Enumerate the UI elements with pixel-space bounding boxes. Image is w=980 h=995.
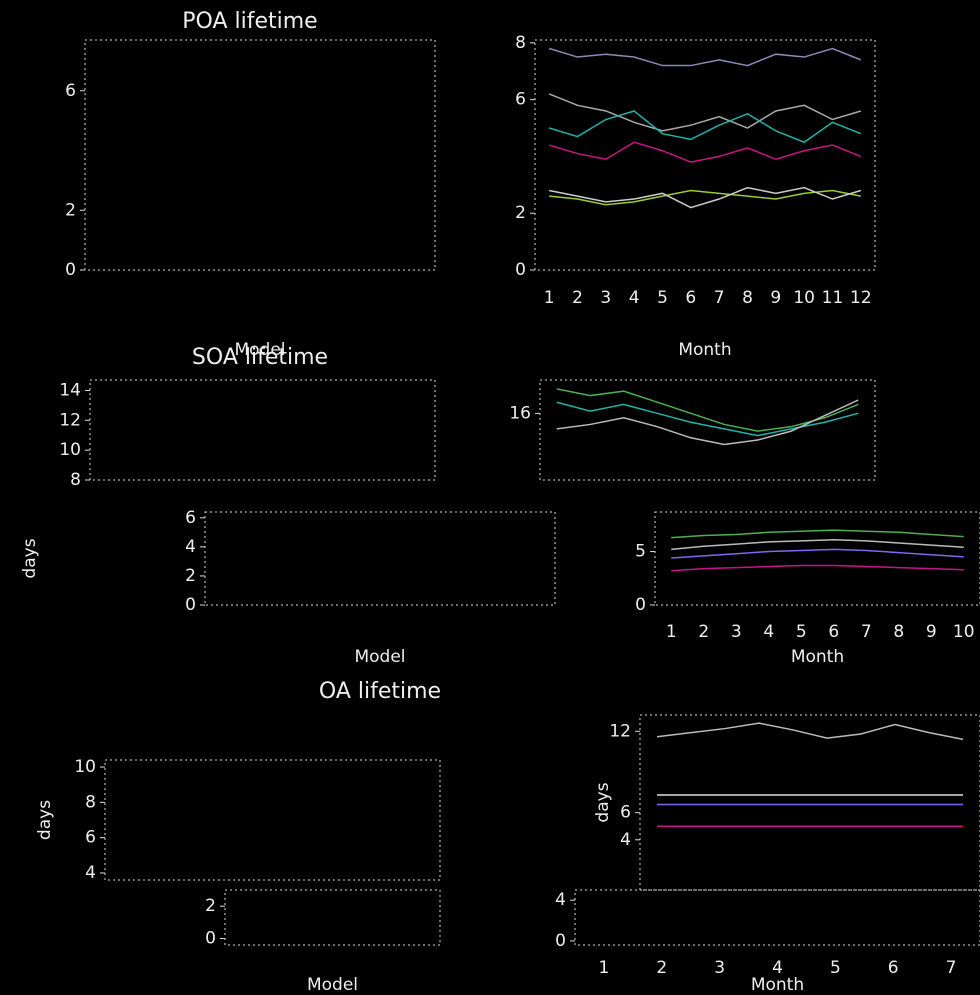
x-axis-label: Model xyxy=(234,340,285,360)
x-tick-label: 4 xyxy=(763,622,774,642)
y-tick-label: 2 xyxy=(185,566,196,586)
y-tick-label: 5 xyxy=(635,542,646,562)
series-line xyxy=(671,548,964,559)
y-tick-label: 2 xyxy=(65,200,76,220)
y-tick-label: 0 xyxy=(555,931,566,951)
x-tick-label: 10 xyxy=(953,622,975,642)
y-tick-label: 8 xyxy=(85,792,96,812)
x-tick-label: 5 xyxy=(657,288,668,308)
y-tick-label: 8 xyxy=(70,470,81,490)
series-line xyxy=(556,388,859,432)
x-tick-label: 6 xyxy=(685,288,696,308)
x-tick-label: 1 xyxy=(544,288,555,308)
y-tick-label: 6 xyxy=(620,803,631,823)
x-tick-label: 7 xyxy=(861,622,872,642)
y-tick-label: 2 xyxy=(515,203,526,223)
x-axis-label: Month xyxy=(791,647,844,667)
x-tick-label: 9 xyxy=(770,288,781,308)
x-tick-label: 10 xyxy=(793,288,815,308)
x-tick-label: 3 xyxy=(714,958,725,978)
plot-frame xyxy=(639,714,980,891)
plot-frame xyxy=(84,39,436,271)
series-line xyxy=(549,186,862,209)
x-tick-label: 3 xyxy=(600,288,611,308)
x-tick-label: 4 xyxy=(629,288,640,308)
series-line xyxy=(548,47,862,67)
y-tick-label: 8 xyxy=(515,33,526,53)
plot-frame xyxy=(534,39,876,271)
y-tick-label: 4 xyxy=(185,537,196,557)
series-line xyxy=(549,189,861,206)
x-tick-label: 1 xyxy=(666,622,677,642)
x-tick-label: 2 xyxy=(698,622,709,642)
panel-title: POA lifetime xyxy=(182,9,317,34)
series-line xyxy=(671,529,964,539)
y-tick-label: 4 xyxy=(85,863,96,883)
series-line xyxy=(556,401,859,437)
panel-title: OA lifetime xyxy=(319,679,441,704)
x-tick-label: 8 xyxy=(742,288,753,308)
x-axis-label: Model xyxy=(307,975,358,995)
x-tick-label: 2 xyxy=(572,288,583,308)
series-line xyxy=(671,539,964,551)
plot-frame xyxy=(574,889,980,946)
x-tick-label: 7 xyxy=(946,958,957,978)
x-tick-label: 2 xyxy=(656,958,667,978)
x-tick-label: 3 xyxy=(731,622,742,642)
x-tick-label: 5 xyxy=(796,622,807,642)
plot-frame xyxy=(204,511,556,606)
y-axis-label: days xyxy=(20,538,40,578)
y-axis-label: days xyxy=(593,782,613,822)
y-tick-label: 0 xyxy=(185,595,196,615)
y-tick-label: 12 xyxy=(59,410,81,430)
panel-title: SOA lifetime xyxy=(192,345,328,370)
series-line xyxy=(548,141,862,163)
y-tick-label: 4 xyxy=(555,890,566,910)
x-tick-label: 1 xyxy=(599,958,610,978)
x-tick-label: 9 xyxy=(926,622,937,642)
x-tick-label: 6 xyxy=(828,622,839,642)
x-tick-label: 4 xyxy=(772,958,783,978)
x-tick-label: 5 xyxy=(830,958,841,978)
plot-frame xyxy=(104,759,441,881)
x-tick-label: 6 xyxy=(888,958,899,978)
y-tick-label: 0 xyxy=(65,260,76,280)
y-axis-label: days xyxy=(35,800,55,840)
series-line xyxy=(548,93,862,132)
x-tick-label: 7 xyxy=(714,288,725,308)
y-tick-label: 14 xyxy=(59,380,81,400)
y-tick-label: 0 xyxy=(205,929,216,949)
series-line xyxy=(656,722,964,741)
x-axis-label: Model xyxy=(354,647,405,667)
x-axis-label: Month xyxy=(678,340,731,360)
y-tick-label: 6 xyxy=(515,90,526,110)
x-tick-label: 8 xyxy=(893,622,904,642)
series-line xyxy=(556,399,859,446)
y-tick-label: 10 xyxy=(59,440,81,460)
y-tick-label: 10 xyxy=(74,757,96,777)
y-tick-label: 6 xyxy=(85,828,96,848)
y-tick-label: 16 xyxy=(509,403,531,423)
plot-frame xyxy=(89,379,436,481)
plot-frame xyxy=(224,889,441,946)
y-tick-label: 2 xyxy=(205,896,216,916)
y-tick-label: 6 xyxy=(65,81,76,101)
y-tick-label: 4 xyxy=(620,830,631,850)
series-line xyxy=(671,564,964,572)
plot-frame xyxy=(654,511,980,606)
x-tick-label: 12 xyxy=(850,288,872,308)
y-tick-label: 0 xyxy=(515,260,526,280)
series-line xyxy=(548,110,862,144)
y-tick-label: 0 xyxy=(635,595,646,615)
x-tick-label: 11 xyxy=(822,288,844,308)
y-tick-label: 12 xyxy=(609,721,631,741)
x-axis-label: Month xyxy=(751,975,804,995)
plot-frame xyxy=(539,379,876,481)
y-tick-label: 6 xyxy=(185,508,196,528)
